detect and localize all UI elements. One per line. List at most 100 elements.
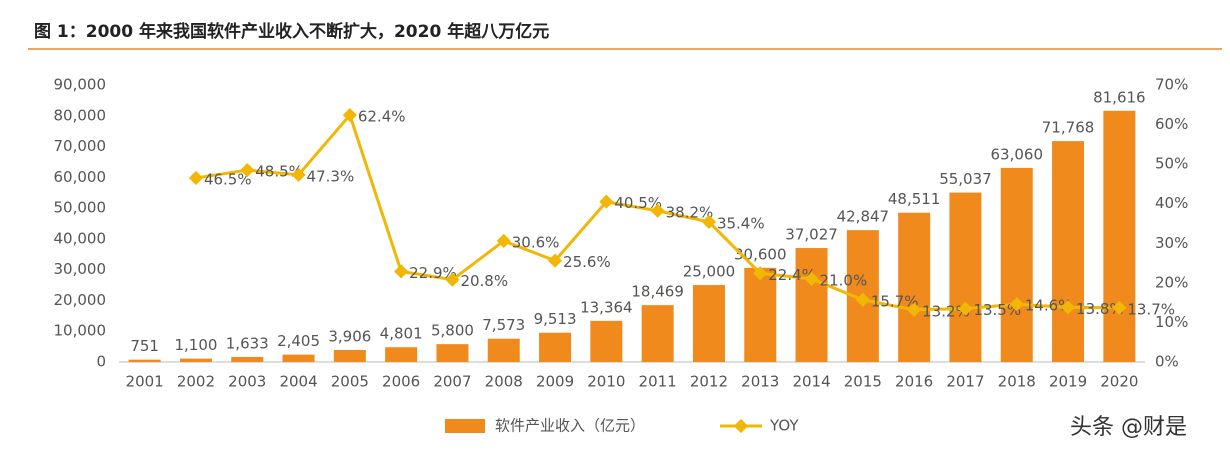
line-value-label: 13.7% [1127, 300, 1175, 318]
bar-value-label: 55,037 [939, 170, 992, 188]
line-marker [547, 253, 563, 268]
line-marker [907, 302, 922, 317]
x-tick-label: 2015 [844, 373, 882, 391]
y2-tick-label: 60% [1155, 115, 1188, 133]
line-value-label: 15.7% [871, 292, 919, 310]
bar [539, 332, 572, 362]
x-tick-label: 2008 [485, 373, 523, 391]
x-tick-label: 2017 [946, 373, 984, 391]
y-tick-label: 90,000 [54, 76, 107, 94]
line-value-label: 46.5% [204, 170, 252, 188]
bar [179, 358, 212, 362]
y2-tick-label: 30% [1155, 234, 1188, 252]
x-tick-label: 2013 [741, 373, 779, 391]
line-marker [855, 292, 870, 307]
x-tick-label: 2020 [1100, 373, 1138, 391]
bar-value-label: 7,573 [482, 316, 525, 334]
line-marker [599, 194, 614, 209]
line-value-label: 30.6% [512, 233, 560, 251]
x-tick-label: 2001 [126, 373, 164, 391]
bar [487, 338, 520, 362]
y-tick-label: 80,000 [54, 106, 107, 124]
bar [282, 354, 315, 362]
bar-value-label: 4,801 [380, 325, 423, 343]
bar [1103, 110, 1136, 362]
line-marker [342, 108, 357, 123]
line-marker [1060, 300, 1076, 315]
x-tick-label: 2010 [587, 373, 625, 391]
line-value-label: 25.6% [563, 253, 611, 271]
x-tick-label: 2007 [433, 373, 471, 391]
bar [231, 356, 264, 362]
y-tick-label: 60,000 [54, 168, 107, 186]
bar [333, 349, 366, 362]
line-marker [394, 264, 409, 279]
line-value-label: 22.9% [409, 264, 457, 282]
line-marker [496, 233, 511, 248]
bar-value-label: 13,364 [580, 298, 633, 316]
line-value-label: 62.4% [358, 108, 406, 126]
x-tick-label: 2009 [536, 373, 574, 391]
bar-value-label: 5,800 [431, 322, 474, 340]
line-value-label: 38.2% [666, 203, 714, 221]
x-tick-label: 2003 [228, 373, 266, 391]
bar-value-label: 25,000 [683, 263, 736, 281]
bar-value-label: 42,847 [837, 208, 890, 226]
x-tick-label: 2002 [177, 373, 215, 391]
x-tick-label: 2018 [998, 373, 1036, 391]
bar-value-label: 1,633 [226, 334, 269, 352]
line-value-label: 48.5% [255, 163, 303, 181]
y2-tick-label: 50% [1155, 155, 1188, 173]
line-value-label: 13.5% [973, 301, 1021, 319]
line-marker [804, 271, 819, 286]
x-tick-label: 2012 [690, 373, 728, 391]
bar [641, 305, 674, 362]
line-value-label: 35.4% [717, 214, 765, 232]
line-value-label: 20.8% [460, 272, 508, 290]
bar [1000, 167, 1033, 362]
line-value-label: 13.8% [1076, 300, 1124, 318]
bar-value-label: 2,405 [277, 332, 320, 350]
x-tick-label: 2004 [279, 373, 317, 391]
line-marker [650, 203, 665, 218]
bar-value-label: 37,027 [785, 226, 838, 244]
legend-swatch [733, 418, 749, 434]
y-tick-label: 40,000 [54, 229, 107, 247]
x-tick-label: 2011 [639, 373, 677, 391]
bar [692, 285, 725, 362]
x-tick-label: 2016 [895, 373, 933, 391]
line-marker [291, 167, 306, 182]
y2-tick-label: 40% [1155, 194, 1188, 212]
y-tick-label: 30,000 [54, 260, 107, 278]
x-tick-label: 2006 [382, 373, 420, 391]
x-tick-label: 2005 [331, 373, 369, 391]
line-value-label: 22.4% [768, 266, 816, 284]
bar-value-label: 81,616 [1093, 88, 1146, 106]
line-value-label: 14.6% [1025, 297, 1073, 315]
line-marker [753, 266, 768, 281]
bar [128, 359, 161, 362]
bar-value-label: 63,060 [991, 145, 1044, 163]
y-tick-label: 70,000 [54, 137, 107, 155]
bar [795, 248, 828, 362]
line-value-label: 40.5% [614, 194, 662, 212]
y-tick-label: 0 [96, 353, 106, 371]
bar-value-label: 3,906 [328, 327, 371, 345]
y2-tick-label: 70% [1155, 76, 1188, 94]
y2-tick-label: 10% [1155, 313, 1188, 331]
y-tick-label: 20,000 [54, 291, 107, 309]
bar [949, 192, 982, 362]
bar [1052, 141, 1085, 362]
line-marker [1009, 297, 1024, 312]
bar [590, 320, 623, 362]
x-tick-label: 2019 [1049, 373, 1087, 391]
bar-value-label: 48,511 [888, 190, 941, 208]
watermark: 头条 @财是 [1070, 415, 1187, 440]
line-marker [445, 272, 460, 287]
line-value-label: 21.0% [820, 271, 868, 289]
legend-label: YOY [769, 417, 799, 435]
line-marker [1112, 300, 1127, 315]
bar [385, 347, 418, 362]
